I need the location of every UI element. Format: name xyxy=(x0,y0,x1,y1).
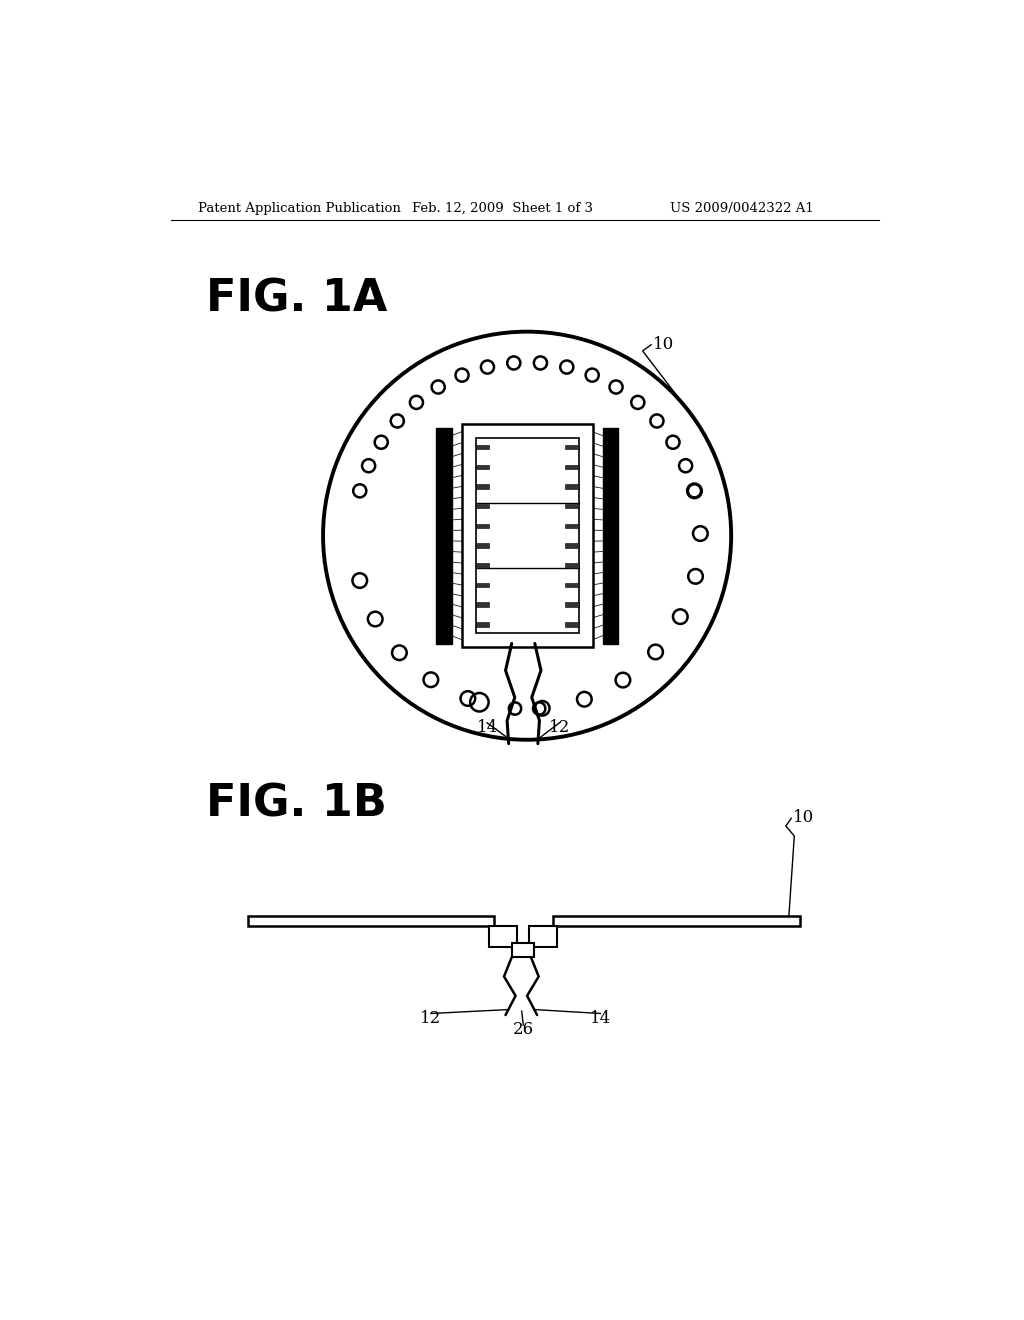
Text: FIG. 1A: FIG. 1A xyxy=(206,277,387,321)
Bar xyxy=(475,622,489,627)
Bar xyxy=(475,438,579,634)
Text: 14: 14 xyxy=(590,1010,611,1027)
Bar xyxy=(475,445,489,449)
Bar xyxy=(475,484,489,488)
Bar xyxy=(475,524,489,528)
Bar xyxy=(565,484,579,488)
Text: 14: 14 xyxy=(476,719,498,737)
Bar xyxy=(565,504,579,508)
Bar xyxy=(475,582,489,587)
Bar xyxy=(475,544,489,548)
Text: Patent Application Publication: Patent Application Publication xyxy=(199,202,401,215)
Bar xyxy=(462,424,593,647)
Bar xyxy=(565,622,579,627)
Text: 12: 12 xyxy=(549,719,570,737)
Bar xyxy=(565,602,579,607)
Text: 12: 12 xyxy=(420,1010,441,1027)
Bar xyxy=(475,465,489,469)
Bar xyxy=(475,562,489,568)
Text: 10: 10 xyxy=(793,809,814,826)
Bar xyxy=(565,465,579,469)
Bar xyxy=(565,582,579,587)
Bar xyxy=(248,916,494,925)
Bar xyxy=(475,602,489,607)
Bar xyxy=(553,916,801,925)
Text: Feb. 12, 2009  Sheet 1 of 3: Feb. 12, 2009 Sheet 1 of 3 xyxy=(412,202,593,215)
Bar xyxy=(602,428,617,644)
Text: FIG. 1B: FIG. 1B xyxy=(206,781,387,825)
Bar xyxy=(436,428,452,644)
Bar xyxy=(512,944,535,957)
Bar xyxy=(565,562,579,568)
Text: 26: 26 xyxy=(513,1022,534,1039)
Text: US 2009/0042322 A1: US 2009/0042322 A1 xyxy=(670,202,813,215)
Bar xyxy=(489,925,517,948)
Bar xyxy=(565,524,579,528)
Bar xyxy=(529,925,557,948)
Text: 10: 10 xyxy=(652,337,674,354)
Bar xyxy=(565,544,579,548)
Bar xyxy=(475,504,489,508)
Bar xyxy=(565,445,579,449)
